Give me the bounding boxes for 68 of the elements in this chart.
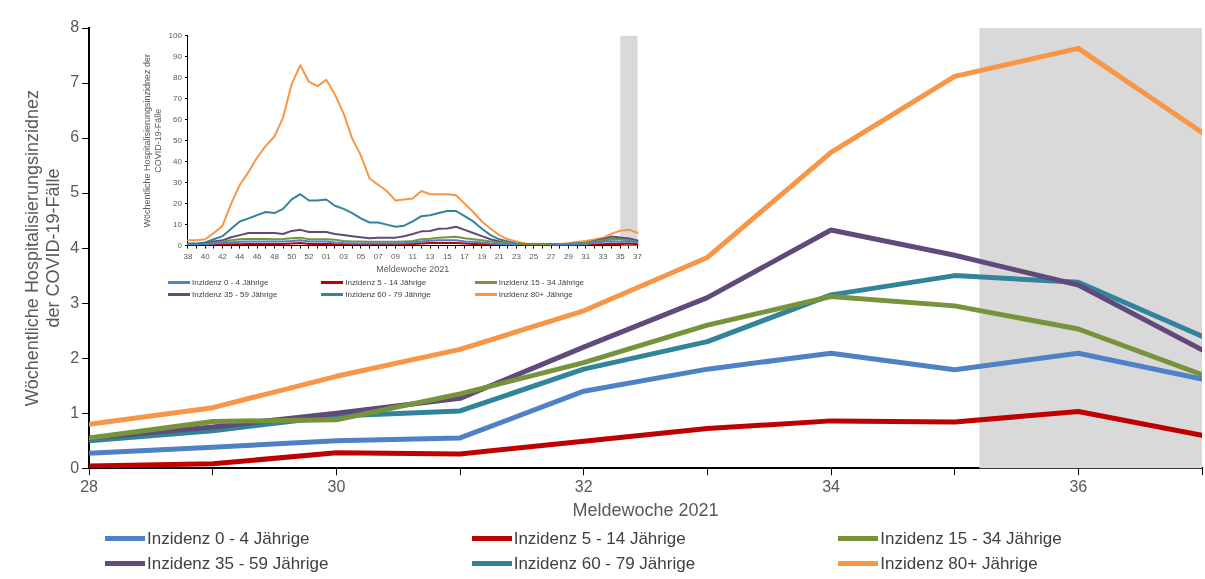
y-axis-title: Wöchentliche Hospitalisierungsinzidnez der COVID-19-Fälle <box>141 53 163 228</box>
x-axis-title: Meldewoche 2021 <box>572 500 719 521</box>
y-tick-label: 3 <box>70 293 80 311</box>
y-tick-label: 8 <box>70 18 80 36</box>
x-tick-label: 13 <box>425 251 436 261</box>
x-tick-label: 33 <box>598 251 608 261</box>
x-tick-label: 03 <box>339 251 349 261</box>
x-tick-label: 34 <box>822 478 841 496</box>
x-tick-label: 05 <box>356 251 366 261</box>
y-tick-label: 60 <box>173 114 183 124</box>
x-tick-label: 30 <box>327 478 346 496</box>
y-tick-label: 70 <box>173 93 183 103</box>
y-tick-label: 80 <box>173 72 183 82</box>
x-tick-label: 40 <box>200 251 211 261</box>
x-tick-label: 23 <box>512 251 522 261</box>
legend-label: Inzidenz 15 - 34 Jährige <box>880 528 1062 549</box>
x-tick-label: 31 <box>581 251 591 261</box>
y-tick-label: 20 <box>173 198 183 208</box>
x-tick-label: 52 <box>304 251 314 261</box>
legend-label: Inzidenz 80+ Jährige <box>880 553 1038 574</box>
y-tick-label: 100 <box>168 31 183 40</box>
legend-label: Inzidenz 60 - 79 Jährige <box>513 553 696 574</box>
x-tick-label: 38 <box>183 251 193 261</box>
legend-label: Inzidenz 35 - 59 Jährige <box>147 553 329 574</box>
y-tick-label: 40 <box>173 156 183 166</box>
y-tick-label: 30 <box>173 177 183 187</box>
x-tick-label: 17 <box>460 251 470 261</box>
x-tick-label: 01 <box>321 251 332 261</box>
y-tick-label: 0 <box>177 240 183 250</box>
legend-label: Inzidenz 0 - 4 Jährige <box>192 277 269 287</box>
x-tick-label: 48 <box>269 251 280 261</box>
y-tick-label: 2 <box>70 348 80 366</box>
y-tick-label: 10 <box>173 219 183 229</box>
x-tick-label: 42 <box>218 251 228 261</box>
x-tick-label: 07 <box>373 251 384 261</box>
legend-label: Inzidenz 5 - 14 Jährige <box>513 528 686 549</box>
x-tick-label: 11 <box>408 251 418 261</box>
legend-label: Inzidenz 15 - 34 Jährige <box>498 277 585 287</box>
x-tick-label: 44 <box>235 251 245 261</box>
y-axis-title: Wöchentliche Hospitalisierungsinzidnez der COVID-19-Fälle <box>21 90 64 407</box>
x-tick-label: 46 <box>252 251 263 261</box>
y-tick-label: 50 <box>173 135 183 145</box>
x-tick-label: 37 <box>633 251 643 261</box>
y-tick-label: 0 <box>70 458 80 476</box>
x-tick-label: 28 <box>80 478 99 496</box>
legend-label: Inzidenz 35 - 59 Jährige <box>192 289 278 299</box>
y-tick-label: 6 <box>70 128 80 146</box>
x-tick-label: 32 <box>574 478 593 496</box>
x-tick-label: 09 <box>391 251 401 261</box>
x-tick-label: 25 <box>529 251 539 261</box>
x-tick-label: 36 <box>1069 478 1088 496</box>
x-tick-label: 21 <box>494 251 505 261</box>
x-tick-label: 15 <box>442 251 453 261</box>
legend-label: Inzidenz 5 - 14 Jährige <box>345 277 427 287</box>
y-tick-label: 7 <box>70 73 80 91</box>
legend-label: Inzidenz 80+ Jährige <box>498 289 573 299</box>
legend-label: Inzidenz 60 - 79 Jährige <box>345 289 431 299</box>
x-tick-label: 35 <box>615 251 626 261</box>
y-tick-label: 90 <box>173 51 183 61</box>
legend-label: Inzidenz 0 - 4 Jährige <box>147 528 310 549</box>
y-tick-label: 1 <box>70 403 80 421</box>
y-tick-label: 5 <box>70 183 80 201</box>
x-axis-title: Meldewoche 2021 <box>376 264 450 275</box>
y-tick-label: 4 <box>70 238 80 256</box>
x-tick-label: 29 <box>563 251 574 261</box>
x-tick-label: 19 <box>477 251 487 261</box>
x-tick-label: 27 <box>546 251 557 261</box>
x-tick-label: 50 <box>287 251 297 261</box>
